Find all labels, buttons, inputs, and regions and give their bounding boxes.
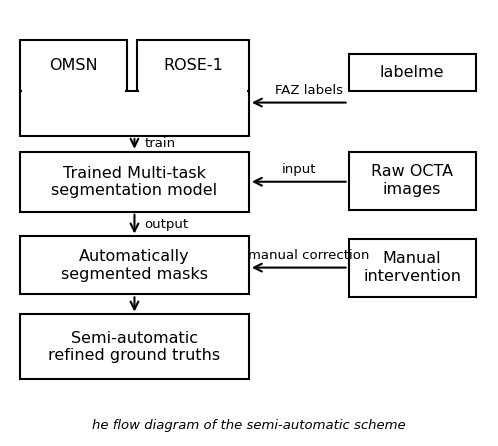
Text: labelme: labelme [380,65,444,80]
Text: manual correction: manual correction [248,249,370,262]
Bar [20,314,249,379]
Bar [349,54,476,91]
Bar [20,91,249,136]
Text: train: train [144,137,176,150]
Text: FAZ labels: FAZ labels [275,84,343,97]
Bar [20,40,127,91]
Text: Trained Multi-task
segmentation model: Trained Multi-task segmentation model [51,165,218,198]
Bar [20,152,249,212]
Text: he flow diagram of the semi-automatic scheme: he flow diagram of the semi-automatic sc… [92,419,406,432]
Text: Automatically
segmented masks: Automatically segmented masks [61,249,208,281]
Text: input: input [281,163,316,176]
Text: Manual
intervention: Manual intervention [363,252,461,284]
Bar [137,40,249,91]
Bar [349,239,476,297]
Text: Raw OCTA
images: Raw OCTA images [371,165,453,197]
Text: ROSE-1: ROSE-1 [163,58,223,73]
Text: Semi-automatic
refined ground truths: Semi-automatic refined ground truths [48,330,221,363]
Bar [349,152,476,210]
Text: OMSN: OMSN [49,58,98,73]
Bar [20,236,249,294]
Text: output: output [144,218,189,231]
